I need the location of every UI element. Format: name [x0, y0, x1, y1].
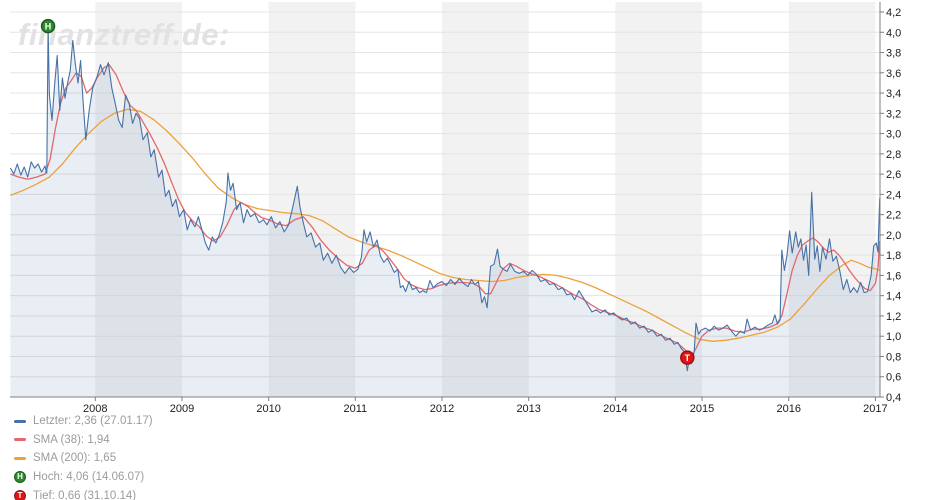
x-tick-label: 2013	[516, 403, 540, 412]
low-marker: T	[680, 350, 695, 365]
price-line	[9, 25, 881, 372]
x-tick-label: 2014	[603, 403, 627, 412]
y-tick-label: 1,8	[886, 250, 901, 262]
chart-legend: Letzter: 2,36 (27.01.17) SMA (38): 1,94 SM…	[14, 412, 414, 500]
y-tick-label: 1,0	[886, 331, 901, 343]
low-marker-letter: T	[685, 353, 691, 363]
sma-38-swatch	[14, 438, 26, 442]
x-tick-label: 2016	[776, 403, 800, 412]
tief-icon: T	[14, 489, 26, 500]
y-tick-label: 2,8	[886, 149, 901, 161]
x-tick-label: 2008	[83, 403, 107, 412]
y-tick-label: 3,8	[886, 48, 901, 60]
price-area-fill	[10, 26, 880, 397]
year-band	[615, 2, 703, 397]
x-tick-label: 2015	[690, 403, 714, 412]
x-tick-label: 2011	[344, 403, 368, 412]
x-tick-label: 2017	[863, 403, 887, 412]
legend-label-hoch: Hoch: 4,06 (14.06.07)	[33, 471, 145, 484]
price-chart-canvas[interactable]: finanztreff.de:0,40,60,81,01,21,41,61,82…	[0, 0, 940, 412]
low-marker-circle	[680, 350, 695, 365]
y-tick-label: 0,4	[886, 392, 901, 404]
y-tick-label: 2,6	[886, 169, 901, 181]
y-tick-label: 2,4	[886, 189, 901, 201]
sma-200-swatch	[14, 456, 26, 460]
y-axis-labels: 0,4 0,6 0,8 1,0 1,2 1,4 1,6 1,8 2,0 2,2 2,4 2,6 2,8 3…	[880, 7, 901, 404]
y-tick-label: 3,0	[886, 129, 901, 141]
y-tick-label: 0,6	[886, 372, 901, 384]
y-tick-label: 1,4	[886, 291, 901, 303]
high-marker-letter: H	[45, 22, 52, 32]
legend-label-letzter: Letzter: 2,36 (27.01.17)	[33, 415, 153, 428]
y-tick-label: 3,6	[886, 68, 901, 80]
y-tick-label: 3,4	[886, 88, 901, 100]
legend-item-tief: T Tief: 0,66 (31.10.14)	[14, 486, 414, 500]
legend-item-sma-38: SMA (38): 1,94	[14, 431, 414, 450]
year-band	[95, 2, 182, 397]
y-tick-label: 4,0	[886, 27, 901, 39]
y-tick-label: 0,8	[886, 351, 901, 363]
y-tick-label: 2,0	[886, 230, 901, 242]
y-tick-label: 1,2	[886, 311, 901, 323]
legend-label-tief: Tief: 0,66 (31.10.14)	[33, 489, 137, 500]
y-tick-label: 1,6	[886, 270, 901, 282]
x-tick-label: 2012	[430, 403, 454, 412]
legend-item-sma-200: SMA (200): 1,65	[14, 449, 414, 468]
x-tick-label: 2009	[170, 403, 194, 412]
high-marker: H	[40, 18, 56, 34]
year-band	[442, 2, 529, 397]
x-tick-label: 2010	[256, 403, 280, 412]
legend-item-hoch: H Hoch: 4,06 (14.06.07)	[14, 468, 414, 487]
legend-item-letzter: Letzter: 2,36 (27.01.17)	[14, 412, 414, 431]
hoch-icon: H	[14, 471, 26, 484]
x-axis-labels: 2008 2009 2010 2011 2012 2013 2014 2015 2016 2017	[83, 397, 888, 412]
y-tick-label: 3,2	[886, 108, 901, 120]
legend-label-sma-200: SMA (200): 1,65	[33, 452, 117, 465]
high-marker-circle	[40, 18, 56, 34]
legend-label-sma-38: SMA (38): 1,94	[33, 433, 110, 446]
y-tick-label: 4,2	[886, 7, 901, 19]
y-tick-label: 2,2	[886, 210, 901, 222]
letzter-swatch	[14, 419, 26, 423]
year-band	[788, 2, 876, 397]
year-band	[268, 2, 356, 397]
